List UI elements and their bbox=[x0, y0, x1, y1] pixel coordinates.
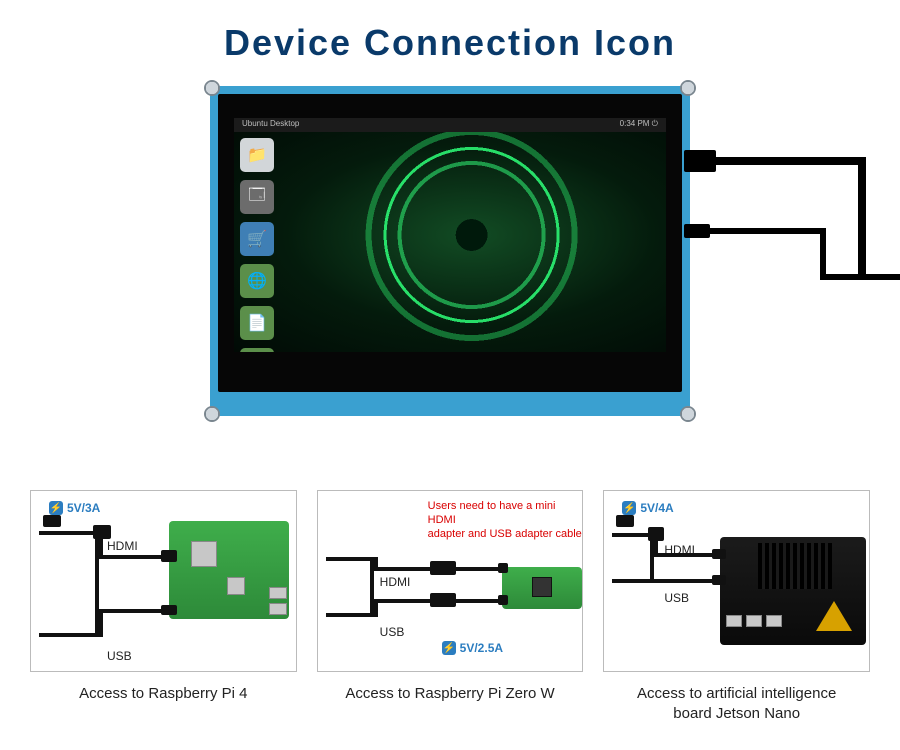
plug-icon bbox=[712, 575, 726, 585]
cable-segment bbox=[39, 531, 99, 535]
plug-icon bbox=[430, 561, 456, 575]
power-tag: ⚡ 5V/2.5A bbox=[442, 641, 503, 655]
plug-icon bbox=[93, 525, 111, 539]
panel-pizero: Users need to have a mini HDMI adapter a… bbox=[317, 490, 584, 672]
caption-pizero: Access to Raspberry Pi Zero W bbox=[317, 684, 584, 723]
plug-icon bbox=[498, 563, 508, 573]
mount-hole-icon bbox=[680, 80, 696, 96]
panel-jetson: ⚡ 5V/4A HDMI USB bbox=[603, 490, 870, 672]
display-bezel: Ubuntu Desktop 0:34 PM ⏻ 📁 🗔 🛒 🌐 📄 📄 bbox=[218, 94, 682, 392]
power-tag-value: 5V/2.5A bbox=[460, 641, 503, 655]
cable-segment bbox=[654, 579, 720, 583]
power-icon: ⚡ bbox=[442, 641, 456, 655]
lcd-display: Ubuntu Desktop 0:34 PM ⏻ 📁 🗔 🛒 🌐 📄 📄 bbox=[210, 86, 690, 416]
cable-segment bbox=[326, 613, 374, 617]
plug-icon bbox=[648, 527, 664, 541]
power-tag-value: 5V/3A bbox=[67, 501, 100, 515]
cable-segment bbox=[39, 633, 99, 637]
desktop-app-icon: 📁 bbox=[240, 138, 274, 172]
usb-cable bbox=[820, 228, 826, 280]
plug-icon bbox=[161, 550, 177, 562]
panel-captions: Access to Raspberry Pi 4 Access to Raspb… bbox=[30, 678, 870, 723]
plug-icon bbox=[43, 515, 61, 527]
display-screen: Ubuntu Desktop 0:34 PM ⏻ 📁 🗔 🛒 🌐 📄 📄 bbox=[234, 118, 666, 352]
hdmi-label: HDMI bbox=[380, 575, 411, 589]
cable-segment bbox=[654, 553, 720, 557]
cable-segment bbox=[374, 557, 378, 571]
chip-icon bbox=[532, 577, 552, 597]
desktop-topbar: Ubuntu Desktop 0:34 PM ⏻ bbox=[234, 118, 666, 132]
power-tag: ⚡ 5V/4A bbox=[622, 501, 673, 515]
cable-segment bbox=[99, 609, 169, 613]
mount-hole-icon bbox=[680, 406, 696, 422]
chip-icon bbox=[227, 577, 245, 595]
cable-exit bbox=[858, 274, 900, 280]
usb-port-icon bbox=[726, 615, 742, 627]
warning-text: Users need to have a mini HDMI adapter a… bbox=[428, 499, 583, 541]
usb-port-icon bbox=[766, 615, 782, 627]
connection-panels: ⚡ 5V/3A HDMI USB Users need to have a mi… bbox=[30, 490, 870, 672]
desktop-app-icon: 🌐 bbox=[240, 264, 274, 298]
cable-segment bbox=[326, 557, 374, 561]
desktop-app-icon: 📄 bbox=[240, 348, 274, 352]
caution-triangle-icon bbox=[816, 601, 852, 631]
page-title: Device Connection Icon bbox=[0, 0, 900, 64]
hdmi-plug-icon bbox=[684, 150, 716, 172]
cable-segment bbox=[374, 599, 378, 617]
desktop-icon-column: 📁 🗔 🛒 🌐 📄 📄 bbox=[240, 138, 282, 352]
usb-label: USB bbox=[380, 625, 405, 639]
rpi4-board-icon bbox=[169, 521, 289, 619]
topbar-title: Ubuntu Desktop bbox=[242, 119, 299, 128]
power-icon: ⚡ bbox=[49, 501, 63, 515]
panel-rpi4: ⚡ 5V/3A HDMI USB bbox=[30, 490, 297, 672]
caption-jetson: Access to artificial intelligence board … bbox=[603, 684, 870, 723]
usb-port-icon bbox=[746, 615, 762, 627]
jetson-board-icon bbox=[720, 537, 866, 645]
hdmi-cable bbox=[716, 157, 866, 165]
cable-segment bbox=[456, 599, 502, 603]
topbar-clock: 0:34 PM ⏻ bbox=[620, 119, 658, 129]
plug-icon bbox=[712, 549, 726, 559]
heatsink-icon bbox=[758, 543, 832, 589]
plug-icon bbox=[430, 593, 456, 607]
mount-hole-icon bbox=[204, 406, 220, 422]
usb-cable bbox=[710, 228, 826, 234]
usb-port-icon bbox=[269, 603, 287, 615]
pizero-board-icon bbox=[502, 567, 582, 609]
desktop-app-icon: 🗔 bbox=[240, 180, 274, 214]
cable-segment bbox=[612, 579, 654, 583]
cable-segment bbox=[99, 555, 169, 559]
power-icon: ⚡ bbox=[622, 501, 636, 515]
usb-plug-icon bbox=[684, 224, 710, 238]
desktop-app-icon: 🛒 bbox=[240, 222, 274, 256]
plug-icon bbox=[498, 595, 508, 605]
caption-rpi4: Access to Raspberry Pi 4 bbox=[30, 684, 297, 723]
chip-icon bbox=[191, 541, 217, 567]
usb-label: USB bbox=[107, 649, 132, 663]
plug-icon bbox=[161, 605, 177, 615]
cable-segment bbox=[456, 567, 502, 571]
hdmi-cable bbox=[858, 157, 866, 277]
hdmi-label: HDMI bbox=[107, 539, 138, 553]
plug-icon bbox=[616, 515, 634, 527]
desktop-app-icon: 📄 bbox=[240, 306, 274, 340]
power-tag: ⚡ 5V/3A bbox=[49, 501, 100, 515]
cable-segment bbox=[99, 609, 103, 637]
usb-label: USB bbox=[664, 591, 689, 605]
usb-port-icon bbox=[269, 587, 287, 599]
power-tag-value: 5V/4A bbox=[640, 501, 673, 515]
